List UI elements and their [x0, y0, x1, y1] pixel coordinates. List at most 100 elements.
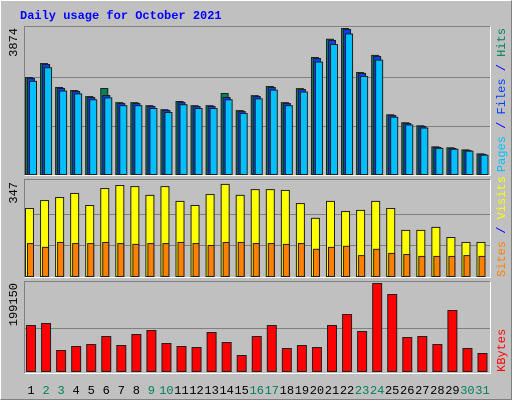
legend-entry: Hits [495, 28, 509, 57]
bar [417, 336, 428, 373]
bar [162, 243, 170, 278]
bar [149, 108, 158, 175]
panel-bevel-dark [24, 281, 491, 374]
y-max-label: 199150 [7, 283, 21, 326]
chart-title: Daily usage for October 2021 [20, 9, 222, 23]
bar [372, 283, 383, 372]
bar [207, 244, 215, 277]
bar [27, 243, 34, 278]
panel-bevel-dark [24, 26, 491, 176]
bar [405, 124, 414, 175]
panel-bevel-light [24, 26, 491, 176]
x-tick-label: 12 [189, 384, 203, 398]
y-max-label: 3874 [7, 28, 21, 57]
x-tick-label: 20 [310, 384, 324, 398]
bar [222, 241, 230, 277]
x-tick-label: 2 [42, 384, 49, 398]
bar [44, 67, 53, 175]
legend-entry: Files [495, 78, 509, 114]
bar [236, 354, 247, 372]
x-tick-label: 8 [133, 384, 140, 398]
bar [101, 336, 112, 373]
bar [26, 324, 36, 373]
x-tick-label: 13 [204, 384, 218, 398]
x-tick-label: 23 [355, 384, 369, 398]
panel-bevel-light [24, 281, 491, 374]
bar [104, 97, 113, 175]
bar [480, 154, 489, 176]
legend-separator: / [495, 219, 509, 241]
x-tick-label: 6 [103, 384, 110, 398]
bar [221, 342, 232, 372]
bar [164, 112, 173, 175]
x-tick-label: 15 [234, 384, 248, 398]
bar [477, 353, 488, 372]
x-tick-label: 22 [340, 384, 354, 398]
x-tick-label: 1 [27, 384, 34, 398]
bar [402, 337, 413, 372]
x-tick-label: 30 [460, 384, 474, 398]
bar [296, 345, 307, 372]
bar [254, 98, 263, 175]
x-tick-label: 4 [73, 384, 80, 398]
panel-bevel-light [24, 179, 491, 278]
bar [282, 243, 290, 277]
bar [266, 324, 277, 373]
x-tick-label: 17 [265, 384, 279, 398]
legend: Pages / Files / Hits [495, 28, 509, 172]
legend-entry: Visits [495, 176, 509, 219]
bar [432, 343, 443, 372]
bar [281, 348, 292, 372]
bar [56, 350, 67, 372]
x-tick-label: 27 [415, 384, 429, 398]
bar [192, 243, 200, 278]
bar [342, 314, 353, 372]
x-tick-label: 18 [280, 384, 294, 398]
bar [357, 331, 368, 373]
bar [251, 336, 262, 373]
bar [116, 345, 127, 372]
bar [74, 93, 83, 175]
bar [450, 148, 459, 176]
x-tick-label: 9 [148, 384, 155, 398]
bar [117, 243, 125, 278]
bar [252, 243, 260, 278]
bar [311, 347, 322, 372]
bar [206, 331, 217, 372]
bar [132, 243, 140, 277]
bar [478, 255, 486, 278]
bar [87, 243, 95, 278]
bar [237, 241, 245, 277]
bar [345, 33, 354, 175]
bar [314, 61, 323, 175]
bar [131, 334, 142, 372]
bar [59, 90, 68, 175]
bar [134, 105, 143, 175]
x-tick-label: 3 [57, 384, 64, 398]
bar [147, 243, 155, 278]
bar [72, 243, 80, 278]
x-tick-label: 29 [445, 384, 459, 398]
x-tick-label: 28 [430, 384, 444, 398]
legend-entry: KBytes [495, 329, 509, 372]
bar [463, 255, 471, 277]
bar [418, 255, 426, 278]
bar [179, 104, 188, 175]
x-tick-label: 7 [118, 384, 125, 398]
bar [462, 348, 473, 372]
bar [89, 99, 98, 175]
bar [403, 254, 411, 278]
bar [360, 75, 369, 175]
x-tick-label: 16 [250, 384, 264, 398]
bar [388, 252, 396, 277]
bar [177, 241, 185, 277]
bar [387, 293, 398, 373]
bar [358, 255, 366, 277]
legend-separator: / [495, 57, 509, 79]
x-tick-label: 14 [219, 384, 233, 398]
panel-bevel-dark [24, 179, 491, 278]
bar [224, 99, 233, 175]
x-tick-label: 26 [400, 384, 414, 398]
bar [194, 108, 203, 175]
